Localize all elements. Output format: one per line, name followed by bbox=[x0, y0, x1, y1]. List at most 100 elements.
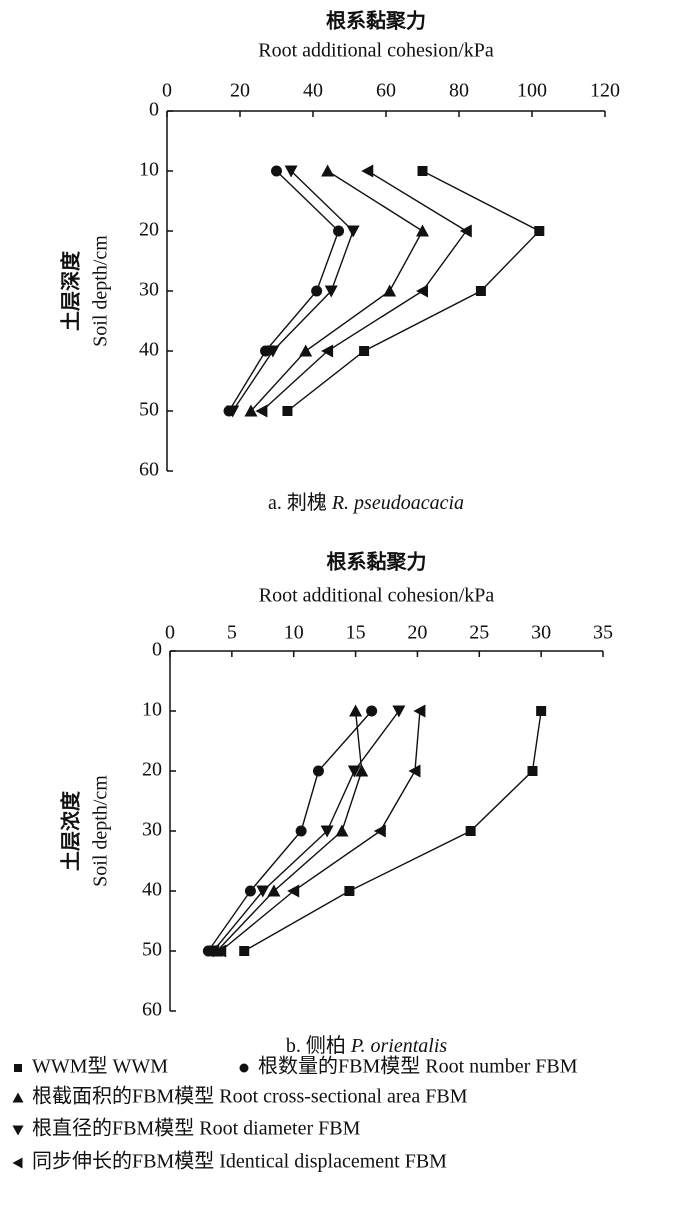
marker-triangle-left bbox=[459, 224, 472, 238]
x-axis-title-cn: 根系黏聚力 bbox=[327, 550, 427, 574]
y-tick-label: 40 bbox=[142, 879, 162, 901]
y-tick-label: 0 bbox=[149, 99, 159, 121]
legend-marker bbox=[12, 1157, 23, 1169]
marker-triangle-down bbox=[206, 945, 220, 958]
caption-label: b. 侧柏 bbox=[286, 1034, 346, 1057]
marker-triangle-left bbox=[321, 344, 334, 358]
x-tick-label: 0 bbox=[165, 622, 175, 644]
legend-label: 根截面积的FBM模型 Root cross-sectional area FBM bbox=[32, 1085, 468, 1108]
x-tick-label: 35 bbox=[593, 622, 613, 644]
marker-square bbox=[282, 406, 293, 416]
legend-label: 同步伸长的FBM模型 Identical displacement FBM bbox=[32, 1150, 447, 1173]
marker-square bbox=[527, 766, 538, 776]
marker-circle bbox=[295, 825, 307, 837]
marker-triangle-up bbox=[383, 284, 397, 297]
x-tick-label: 60 bbox=[376, 80, 396, 102]
x-tick-label: 20 bbox=[407, 622, 427, 644]
marker-triangle-up bbox=[416, 224, 429, 237]
marker-triangle-down bbox=[256, 885, 270, 898]
x-axis-title: Root additional cohesion/kPa bbox=[258, 40, 494, 62]
y-axis-title: Soil depth/cm bbox=[90, 775, 112, 887]
marker-triangle-down bbox=[392, 705, 406, 718]
legend-label: 根直径的FBM模型 Root diameter FBM bbox=[32, 1117, 361, 1140]
caption: b. 侧柏 P. orientalis bbox=[286, 1034, 448, 1057]
y-axis-title: Soil depth/cm bbox=[90, 235, 112, 347]
marker-square bbox=[239, 946, 250, 956]
x-tick-label: 0 bbox=[162, 80, 172, 102]
marker-triangle-left bbox=[373, 824, 386, 838]
y-tick-label: 30 bbox=[139, 279, 159, 301]
y-tick-label: 20 bbox=[142, 759, 162, 781]
marker-square bbox=[417, 166, 428, 176]
marker-triangle-left bbox=[413, 704, 426, 718]
marker-triangle-left bbox=[416, 284, 428, 298]
marker-triangle-down bbox=[320, 825, 334, 838]
y-tick-label: 10 bbox=[142, 699, 162, 721]
series-line bbox=[243, 710, 542, 952]
marker-triangle-down bbox=[226, 405, 240, 418]
series-line bbox=[207, 710, 373, 952]
y-tick-label: 50 bbox=[142, 939, 162, 961]
x-tick-label: 120 bbox=[590, 80, 620, 102]
x-tick-label: 30 bbox=[531, 622, 551, 644]
marker-triangle-up bbox=[321, 164, 335, 177]
marker-triangle-left bbox=[287, 884, 300, 898]
marker-triangle-left bbox=[408, 764, 421, 778]
marker-triangle-left bbox=[361, 164, 374, 178]
marker-triangle-up bbox=[244, 404, 258, 417]
y-tick-label: 60 bbox=[142, 999, 162, 1021]
marker-circle bbox=[366, 705, 378, 717]
x-tick-label: 10 bbox=[284, 622, 304, 644]
marker-square bbox=[536, 706, 547, 716]
series-line bbox=[287, 170, 541, 412]
x-tick-label: 80 bbox=[449, 80, 469, 102]
marker-triangle-up bbox=[299, 344, 313, 357]
marker-square bbox=[359, 346, 370, 356]
legend-marker bbox=[12, 1125, 24, 1136]
x-tick-label: 100 bbox=[517, 80, 547, 102]
caption: a. 刺槐 R. pseudoacacia bbox=[268, 491, 464, 514]
series-line bbox=[250, 170, 424, 412]
marker-triangle-left bbox=[255, 404, 268, 418]
marker-triangle-down bbox=[284, 165, 298, 178]
legend-marker bbox=[14, 1064, 22, 1072]
marker-circle bbox=[333, 225, 345, 237]
x-tick-label: 25 bbox=[469, 622, 489, 644]
marker-triangle-up bbox=[349, 704, 363, 717]
caption-label: a. 刺槐 bbox=[268, 491, 327, 514]
marker-square bbox=[475, 286, 486, 296]
marker-triangle-up bbox=[355, 764, 369, 777]
x-tick-label: 5 bbox=[227, 622, 237, 644]
marker-circle bbox=[244, 885, 256, 897]
y-axis-title-cn: 土层浓度 bbox=[59, 790, 83, 871]
legend-marker bbox=[239, 1063, 249, 1073]
marker-triangle-down bbox=[347, 765, 361, 778]
marker-circle bbox=[271, 165, 282, 177]
marker-square bbox=[534, 226, 545, 236]
y-axis-title-cn: 土层深度 bbox=[59, 250, 83, 331]
x-axis-title-cn: 根系黏聚力 bbox=[326, 9, 426, 33]
series-line bbox=[261, 170, 468, 412]
marker-triangle-up bbox=[267, 884, 281, 897]
marker-triangle-down bbox=[266, 345, 280, 358]
y-tick-label: 50 bbox=[139, 399, 159, 421]
legend-label: 根数量的FBM模型 Root number FBM bbox=[258, 1055, 578, 1078]
x-tick-label: 40 bbox=[303, 80, 323, 102]
y-tick-label: 20 bbox=[139, 219, 159, 241]
x-tick-label: 15 bbox=[346, 622, 366, 644]
caption-species: P. orientalis bbox=[350, 1035, 448, 1057]
legend-label: WWM型 WWM bbox=[32, 1055, 168, 1078]
marker-triangle-down bbox=[324, 285, 338, 298]
y-tick-label: 30 bbox=[142, 819, 162, 841]
marker-triangle-up bbox=[335, 824, 349, 837]
marker-circle bbox=[311, 285, 323, 297]
x-axis-title: Root additional cohesion/kPa bbox=[259, 585, 495, 607]
legend-marker bbox=[12, 1092, 24, 1103]
marker-square bbox=[344, 886, 355, 896]
caption-species: R. pseudoacacia bbox=[331, 492, 464, 514]
y-tick-label: 40 bbox=[139, 339, 159, 361]
y-tick-label: 60 bbox=[139, 459, 159, 481]
marker-circle bbox=[312, 765, 324, 777]
x-tick-label: 20 bbox=[230, 80, 250, 102]
